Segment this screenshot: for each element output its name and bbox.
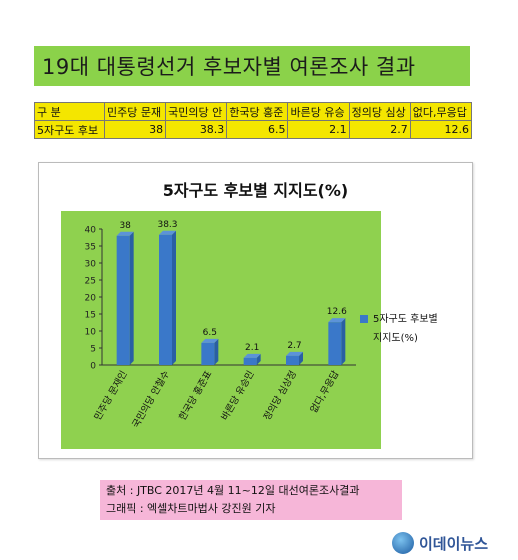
bar-top — [286, 351, 303, 356]
bar-side — [299, 351, 303, 365]
table-row: 5자구도 후보 38 38.3 6.5 2.1 2.7 12.6 — [34, 120, 473, 139]
y-tick-label: 10 — [85, 328, 97, 338]
x-category-label: 바른당 유승민 — [220, 369, 257, 423]
legend-swatch — [360, 315, 368, 323]
bar — [201, 342, 215, 365]
legend-label-line2: 지지도(%) — [373, 333, 418, 344]
table-cell: 2.1 — [287, 120, 350, 139]
source-line: 출처 : JTBC 2017년 4월 11~12일 대선여론조사결과 — [106, 484, 360, 497]
x-category-label: 민주당 문재인 — [93, 369, 130, 423]
bar-top — [328, 318, 346, 323]
bar — [286, 355, 299, 365]
bar-top — [243, 353, 261, 358]
bar-value-label: 2.7 — [287, 341, 301, 351]
y-tick-label: 5 — [90, 345, 96, 355]
bar-top — [159, 230, 176, 235]
brand: 이데이뉴스 — [392, 532, 488, 554]
bar-top — [201, 338, 219, 343]
source-box: 출처 : JTBC 2017년 4월 11~12일 대선여론조사결과 그래픽 :… — [100, 480, 402, 520]
x-category-label: 국민의당 안철수 — [130, 369, 172, 430]
bar-side — [256, 353, 261, 365]
y-tick-label: 30 — [85, 260, 97, 270]
credit-line: 그래픽 : 엑셀차트마법사 강진원 기자 — [106, 502, 276, 515]
bar — [159, 234, 172, 365]
bar — [116, 235, 130, 365]
brand-name: 이데이뉴스 — [419, 534, 489, 553]
chart-title: 5자구도 후보별 지지도(%) — [162, 181, 349, 200]
bar-value-label: 38.3 — [157, 220, 177, 230]
x-category-label: 없다,무응답 — [308, 368, 342, 415]
table-cell: 38.3 — [165, 120, 228, 139]
plot-area — [61, 211, 381, 449]
y-tick-label: 20 — [85, 294, 97, 304]
bar-top — [116, 231, 134, 236]
table-header-cell: 정의당 심상 — [348, 102, 411, 121]
chart-panel: 5자구도 후보별 지지도(%) — [38, 162, 473, 459]
table-cell: 12.6 — [409, 120, 473, 139]
bar — [328, 322, 342, 365]
y-tick-label: 40 — [85, 226, 97, 236]
bar — [243, 357, 257, 365]
globe-logo-icon — [392, 532, 414, 554]
legend-label-line1: 5자구도 후보별 — [373, 314, 438, 325]
table-header-cell: 바른당 유승 — [287, 102, 350, 121]
bar-side — [129, 231, 134, 365]
data-table: 구 분 민주당 문재 국민의당 안 한국당 홍준 바른당 유승 정의당 심상 없… — [34, 102, 473, 139]
bar-value-label: 38 — [119, 221, 131, 231]
table-header-cell: 민주당 문재 — [103, 102, 167, 121]
table-header-cell: 한국당 홍준 — [226, 102, 289, 121]
y-tick-label: 35 — [85, 243, 96, 253]
bar-value-label: 12.6 — [327, 307, 347, 317]
table-cell: 6.5 — [226, 120, 289, 139]
table-cell: 5자구도 후보 — [34, 120, 105, 139]
legend: 5자구도 후보별 지지도(%) — [360, 310, 460, 348]
x-category-label: 한국당 홍준표 — [176, 368, 214, 422]
bar-side — [341, 318, 346, 365]
bar-side — [172, 230, 176, 365]
bar-value-label: 2.1 — [245, 343, 259, 353]
y-tick-label: 15 — [85, 311, 96, 321]
table-cell: 2.7 — [348, 120, 411, 139]
table-header-cell: 국민의당 안 — [165, 102, 228, 121]
x-category-label: 정의당 심상정 — [262, 369, 299, 423]
y-tick-label: 25 — [85, 277, 96, 287]
y-tick-label: 0 — [90, 362, 96, 372]
page-title: 19대 대통령선거 후보자별 여론조사 결과 — [34, 46, 470, 86]
bar-side — [214, 338, 219, 365]
bar-value-label: 6.5 — [203, 328, 217, 338]
